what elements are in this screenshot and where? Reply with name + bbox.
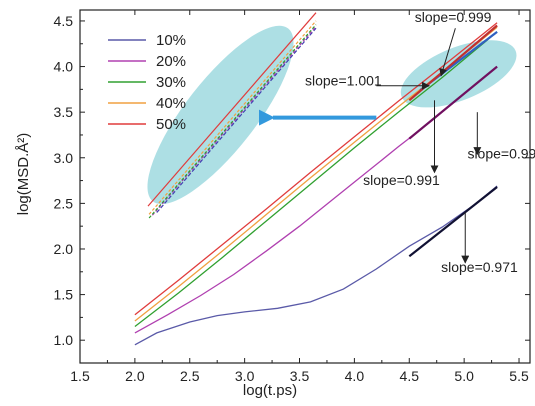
x-axis-label: log(t.ps) xyxy=(243,382,297,399)
legend-label: 30% xyxy=(156,74,186,91)
highlight-ellipse-1 xyxy=(147,25,294,205)
legend-label: 40% xyxy=(156,95,186,112)
series-line-50pct xyxy=(134,22,498,316)
highlight-ellipse-2 xyxy=(400,40,517,108)
legend: 10% 20% 30% 40% 50% xyxy=(108,32,186,133)
y-tick-label: 1.5 xyxy=(54,287,74,303)
x-tick-label: 2.5 xyxy=(180,368,200,384)
slope-annotation: slope=1.001 xyxy=(305,73,382,89)
plot-frame xyxy=(79,9,531,364)
plot-border xyxy=(79,9,531,364)
slope-annotations: slope=0.999 slope=1.001 slope=0.995 slope=0… xyxy=(305,9,535,275)
x-tick-label: 3.0 xyxy=(235,368,255,384)
series-line-10pct xyxy=(134,185,498,346)
x-tick-label: 3.5 xyxy=(290,368,310,384)
inset-line-30pct xyxy=(148,24,317,219)
y-tick-label: 4.5 xyxy=(54,13,74,29)
inset-series xyxy=(147,12,317,219)
slope-annotation: slope=0.995 xyxy=(467,146,535,162)
fit-line-1 xyxy=(408,186,498,258)
legend-label: 20% xyxy=(156,53,186,70)
y-tick-label: 2.5 xyxy=(54,195,74,211)
legend-label: 50% xyxy=(156,116,186,133)
highlight-ellipses xyxy=(147,25,517,205)
x-tick-label: 5.0 xyxy=(454,368,474,384)
fit-lines xyxy=(408,24,498,258)
x-tick-label: 2.0 xyxy=(125,368,145,384)
inset-line-40pct xyxy=(148,20,317,215)
slope-annotation: slope=0.991 xyxy=(363,172,440,188)
inset-line-50pct xyxy=(147,12,317,207)
y-tick-label: 3.0 xyxy=(54,150,74,166)
x-tick-label: 4.0 xyxy=(345,368,365,384)
legend-label: 10% xyxy=(156,32,186,49)
y-tick-label: 3.5 xyxy=(54,104,74,120)
annotation-pointer xyxy=(439,28,456,77)
slope-annotation: slope=0.971 xyxy=(441,259,518,275)
x-tick-label: 1.5 xyxy=(70,368,90,384)
y-tick-label: 4.0 xyxy=(54,59,74,75)
x-tick-label: 4.5 xyxy=(400,368,420,384)
inset-line-10pct xyxy=(156,27,317,213)
slope-annotation: slope=0.999 xyxy=(415,9,492,25)
y-axis-label: log(MSD.Å²) xyxy=(15,133,32,216)
y-tick-label: 1.0 xyxy=(54,332,74,348)
x-tick-label: 5.5 xyxy=(509,368,529,384)
fit-line-2 xyxy=(408,65,498,140)
y-tick-label: 2.0 xyxy=(54,241,74,257)
axis-ticks: 1.5 2.0 2.5 3.0 3.5 4.0 4.5 5.0 5.5 1.0 1.5 2.0 2.5 3… xyxy=(54,10,530,384)
inset-line-20pct xyxy=(151,26,317,216)
